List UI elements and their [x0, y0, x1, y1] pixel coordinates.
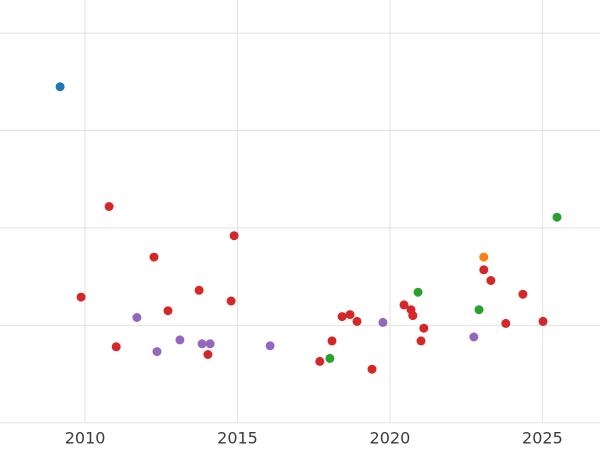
data-point-red: [327, 336, 337, 346]
x-tick-label: 2020: [370, 429, 411, 448]
data-point-red: [315, 356, 325, 366]
data-point-red: [352, 316, 362, 326]
data-point-red: [399, 300, 409, 310]
x-tick-label: 2015: [217, 429, 258, 448]
data-point-purple: [205, 339, 215, 349]
data-point-red: [416, 336, 426, 346]
data-point-red: [226, 296, 236, 306]
data-point-red: [163, 306, 173, 316]
data-point-green: [325, 353, 335, 363]
data-point-red: [408, 311, 418, 321]
data-point-red: [194, 285, 204, 295]
data-point-red: [76, 292, 86, 302]
data-point-red: [486, 276, 496, 285]
data-point-purple: [469, 332, 479, 342]
data-point-red: [419, 323, 429, 333]
data-point-orange: [479, 252, 489, 262]
data-point-purple: [175, 335, 185, 345]
data-point-red: [104, 202, 114, 211]
data-point-red: [337, 312, 347, 322]
data-point-blue: [55, 82, 65, 92]
data-point-red: [111, 342, 121, 352]
data-point-purple: [132, 313, 142, 322]
data-point-red: [229, 231, 239, 241]
x-tick-label: 2010: [65, 429, 106, 448]
data-point-red: [479, 265, 489, 275]
data-point-red: [518, 289, 528, 299]
data-point-red: [149, 252, 159, 262]
data-point-green: [552, 212, 562, 222]
data-point-purple: [197, 339, 207, 349]
data-point-purple: [152, 347, 162, 357]
data-point-purple: [265, 341, 275, 351]
data-point-red: [367, 364, 377, 374]
data-point-purple: [378, 317, 388, 327]
data-point-red: [538, 316, 548, 326]
data-point-green: [474, 305, 484, 315]
data-point-green: [413, 287, 423, 297]
data-point-red: [501, 318, 511, 328]
data-point-red: [203, 350, 213, 359]
x-tick-label: 2025: [522, 429, 563, 448]
data-point-red: [345, 310, 355, 320]
